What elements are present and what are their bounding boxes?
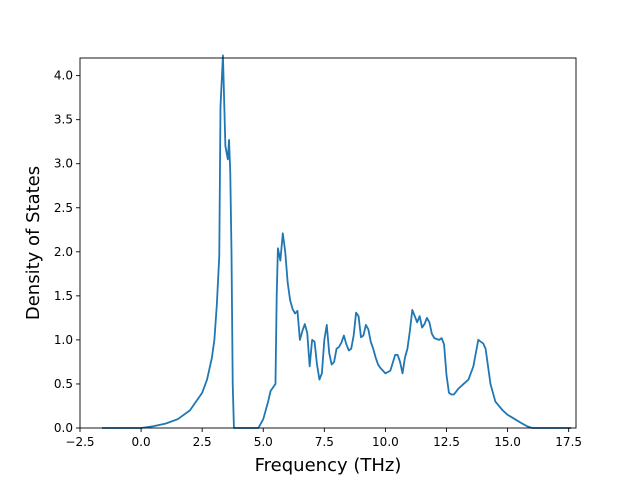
x-tick-label: 0.0 [132,435,151,449]
axes-frame [79,57,577,429]
x-tick-label: 10.0 [372,435,399,449]
y-tick-label: 4.0 [54,69,73,83]
y-tick-label: 2.5 [54,201,73,215]
y-tick-label: 2.0 [54,245,73,259]
y-tick-label: 0.5 [54,377,73,391]
y-tick-label: 1.0 [54,333,73,347]
axis-ticks: −2.5 0.0 2.5 5.0 7.5 10.0 12.5 15.0 17.50.00.51.… [54,69,582,449]
dos-series-line-0 [101,54,572,429]
x-tick-label: −2.5 [65,435,94,449]
y-tick-label: 0.0 [54,421,73,435]
x-tick-label: 17.5 [555,435,582,449]
y-tick-label: 3.0 [54,157,73,171]
x-tick-label: 5.0 [254,435,273,449]
x-tick-label: 12.5 [433,435,460,449]
y-tick-label: 3.5 [54,113,73,127]
y-axis-label: Density of States [23,166,44,320]
y-tick-label: 1.5 [54,289,73,303]
x-tick-label: 15.0 [494,435,521,449]
x-tick-label: 7.5 [315,435,334,449]
x-axis-label: Frequency (THz) [255,455,402,476]
x-tick-label: 2.5 [193,435,212,449]
plot-area [101,54,572,429]
